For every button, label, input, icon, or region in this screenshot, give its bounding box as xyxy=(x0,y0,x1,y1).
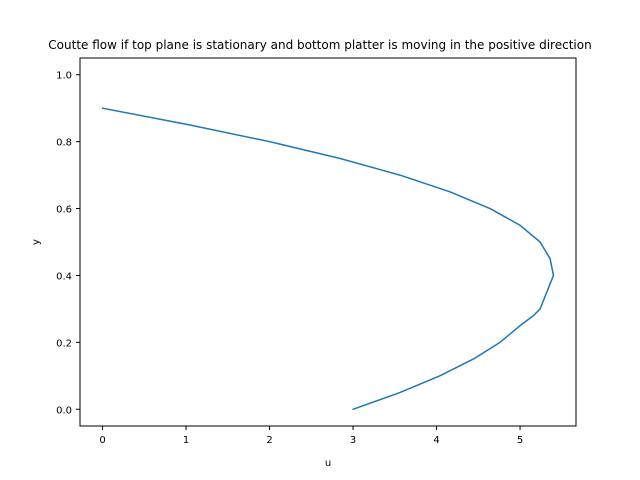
series-line xyxy=(101,107,555,411)
y-tick-label: 0.4 xyxy=(56,271,72,282)
y-tick-label: 0.2 xyxy=(56,338,72,349)
series-group xyxy=(101,107,555,411)
y-tick-label: 1.0 xyxy=(56,71,72,82)
y-tick-label: 0.0 xyxy=(56,405,72,416)
x-tick-label: 1 xyxy=(183,435,189,446)
x-tick-label: 2 xyxy=(266,435,272,446)
x-tick-label: 3 xyxy=(350,435,356,446)
x-axis-label: u xyxy=(325,458,331,469)
y-tick-label: 0.6 xyxy=(56,205,72,216)
x-tick-label: 5 xyxy=(517,435,523,446)
chart-title: Coutte flow if top plane is stationary a… xyxy=(48,38,591,52)
y-tick-label: 0.8 xyxy=(56,138,72,149)
x-tick-label: 4 xyxy=(433,435,439,446)
axis-ticks: 0 1 2 3 4 5 0.0 0.2 0.4 0.6 0.8 1.0 xyxy=(56,71,523,446)
x-tick-label: 0 xyxy=(99,435,105,446)
y-axis-label: y xyxy=(31,239,42,245)
plot-area xyxy=(79,57,577,427)
